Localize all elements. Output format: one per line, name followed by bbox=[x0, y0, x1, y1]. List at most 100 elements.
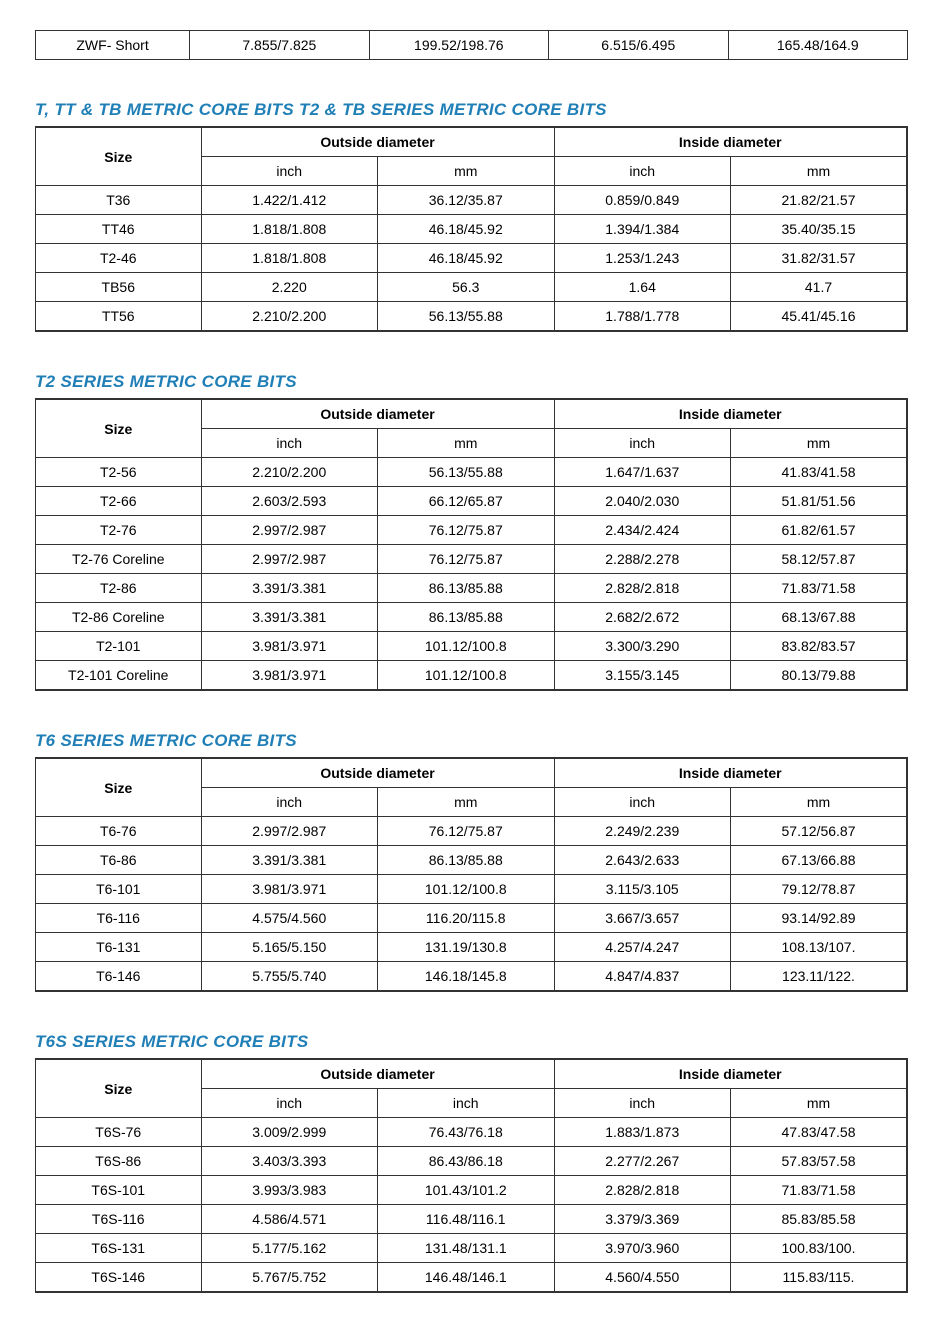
cell-size: T2-76 bbox=[36, 516, 202, 545]
cell-value: 4.586/4.571 bbox=[201, 1205, 378, 1234]
header-inside: Inside diameter bbox=[554, 1059, 907, 1089]
cell-value: 100.83/100. bbox=[731, 1234, 908, 1263]
cell-value: 3.981/3.971 bbox=[201, 875, 378, 904]
cell-value: 46.18/45.92 bbox=[378, 215, 555, 244]
cell-value: 1.394/1.384 bbox=[554, 215, 731, 244]
cell-value: 131.19/130.8 bbox=[378, 933, 555, 962]
cell-value: 5.767/5.752 bbox=[201, 1263, 378, 1293]
header-unit: inch bbox=[554, 429, 731, 458]
table-row: TT461.818/1.80846.18/45.921.394/1.38435.… bbox=[36, 215, 908, 244]
cell-value: 71.83/71.58 bbox=[731, 574, 908, 603]
cell-value: 3.981/3.971 bbox=[201, 632, 378, 661]
cell-value: 56.13/55.88 bbox=[378, 302, 555, 332]
cell-size: T6S-131 bbox=[36, 1234, 202, 1263]
cell-value: 36.12/35.87 bbox=[378, 186, 555, 215]
cell-value: 76.12/75.87 bbox=[378, 817, 555, 846]
cell-size: T6S-86 bbox=[36, 1147, 202, 1176]
table-row: T6S-1315.177/5.162131.48/131.13.970/3.96… bbox=[36, 1234, 908, 1263]
header-outside: Outside diameter bbox=[201, 758, 554, 788]
cell-value: 2.277/2.267 bbox=[554, 1147, 731, 1176]
cell-size: T6S-146 bbox=[36, 1263, 202, 1293]
table-row: T6-762.997/2.98776.12/75.872.249/2.23957… bbox=[36, 817, 908, 846]
table-row: T6-863.391/3.38186.13/85.882.643/2.63367… bbox=[36, 846, 908, 875]
cell-value: 86.13/85.88 bbox=[378, 846, 555, 875]
cell-value: 5.165/5.150 bbox=[201, 933, 378, 962]
header-outside: Outside diameter bbox=[201, 399, 554, 429]
table-row: T6-1465.755/5.740146.18/145.84.847/4.837… bbox=[36, 962, 908, 992]
data-table: SizeOutside diameterInside diameterinchi… bbox=[35, 1058, 908, 1293]
cell-value: 76.12/75.87 bbox=[378, 545, 555, 574]
header-size: Size bbox=[36, 758, 202, 817]
cell-value: 58.12/57.87 bbox=[731, 545, 908, 574]
header-outside: Outside diameter bbox=[201, 1059, 554, 1089]
header-size: Size bbox=[36, 127, 202, 186]
cell-value: 3.981/3.971 bbox=[201, 661, 378, 691]
cell-value: 0.859/0.849 bbox=[554, 186, 731, 215]
header-unit: inch bbox=[554, 788, 731, 817]
cell-value: 35.40/35.15 bbox=[731, 215, 908, 244]
cell-value: 57.83/57.58 bbox=[731, 1147, 908, 1176]
cell-value: 56.13/55.88 bbox=[378, 458, 555, 487]
cell-value: 46.18/45.92 bbox=[378, 244, 555, 273]
table-row: T6-1164.575/4.560116.20/115.83.667/3.657… bbox=[36, 904, 908, 933]
header-unit: mm bbox=[731, 157, 908, 186]
tables-container: T, TT & TB METRIC CORE BITS T2 & TB SERI… bbox=[35, 100, 908, 1293]
cell-value: 3.667/3.657 bbox=[554, 904, 731, 933]
cell-value: 2.434/2.424 bbox=[554, 516, 731, 545]
table-row: T2-863.391/3.38186.13/85.882.828/2.81871… bbox=[36, 574, 908, 603]
cell-size: T2-56 bbox=[36, 458, 202, 487]
cell-size: TB56 bbox=[36, 273, 202, 302]
cell-value: 101.43/101.2 bbox=[378, 1176, 555, 1205]
section-title: T2 SERIES METRIC CORE BITS bbox=[35, 372, 908, 392]
header-unit: mm bbox=[731, 429, 908, 458]
header-unit: mm bbox=[731, 788, 908, 817]
header-unit: mm bbox=[378, 788, 555, 817]
cell-value: 116.48/116.1 bbox=[378, 1205, 555, 1234]
cell-value: 1.253/1.243 bbox=[554, 244, 731, 273]
cell-value: 2.682/2.672 bbox=[554, 603, 731, 632]
data-table: SizeOutside diameterInside diameterinchm… bbox=[35, 398, 908, 691]
cell-value: 2.210/2.200 bbox=[201, 458, 378, 487]
cell-size: T6-76 bbox=[36, 817, 202, 846]
cell-value: 101.12/100.8 bbox=[378, 661, 555, 691]
header-size: Size bbox=[36, 399, 202, 458]
cell-value: 57.12/56.87 bbox=[731, 817, 908, 846]
cell-value: 1.883/1.873 bbox=[554, 1118, 731, 1147]
cell-value: 41.83/41.58 bbox=[731, 458, 908, 487]
cell-size: T6-116 bbox=[36, 904, 202, 933]
cell-size: T2-101 Coreline bbox=[36, 661, 202, 691]
cell-value: 3.403/3.393 bbox=[201, 1147, 378, 1176]
header-inside: Inside diameter bbox=[554, 399, 907, 429]
cell-od-mm: 199.52/198.76 bbox=[369, 31, 548, 60]
header-unit: inch bbox=[554, 157, 731, 186]
cell-value: 45.41/45.16 bbox=[731, 302, 908, 332]
table-row: T2-461.818/1.80846.18/45.921.253/1.24331… bbox=[36, 244, 908, 273]
cell-value: 47.83/47.58 bbox=[731, 1118, 908, 1147]
header-unit: inch bbox=[554, 1089, 731, 1118]
header-unit: mm bbox=[378, 429, 555, 458]
section-title: T6S SERIES METRIC CORE BITS bbox=[35, 1032, 908, 1052]
cell-value: 66.12/65.87 bbox=[378, 487, 555, 516]
table-row: T2-562.210/2.20056.13/55.881.647/1.63741… bbox=[36, 458, 908, 487]
cell-value: 61.82/61.57 bbox=[731, 516, 908, 545]
cell-value: 3.379/3.369 bbox=[554, 1205, 731, 1234]
table-row: T6-1013.981/3.971101.12/100.83.115/3.105… bbox=[36, 875, 908, 904]
cell-value: 101.12/100.8 bbox=[378, 632, 555, 661]
table-row: TT562.210/2.20056.13/55.881.788/1.77845.… bbox=[36, 302, 908, 332]
cell-value: 146.48/146.1 bbox=[378, 1263, 555, 1293]
cell-value: 31.82/31.57 bbox=[731, 244, 908, 273]
cell-value: 115.83/115. bbox=[731, 1263, 908, 1293]
table-row: T6S-1013.993/3.983101.43/101.22.828/2.81… bbox=[36, 1176, 908, 1205]
cell-value: 2.643/2.633 bbox=[554, 846, 731, 875]
cell-value: 4.847/4.837 bbox=[554, 962, 731, 992]
cell-size: T36 bbox=[36, 186, 202, 215]
fragment-table: ZWF- Short 7.855/7.825 199.52/198.76 6.5… bbox=[35, 30, 908, 60]
cell-value: 56.3 bbox=[378, 273, 555, 302]
cell-value: 2.249/2.239 bbox=[554, 817, 731, 846]
header-unit: inch bbox=[378, 1089, 555, 1118]
cell-size: T6-131 bbox=[36, 933, 202, 962]
cell-value: 86.13/85.88 bbox=[378, 574, 555, 603]
cell-value: 1.818/1.808 bbox=[201, 244, 378, 273]
cell-value: 1.64 bbox=[554, 273, 731, 302]
cell-value: 3.391/3.381 bbox=[201, 846, 378, 875]
